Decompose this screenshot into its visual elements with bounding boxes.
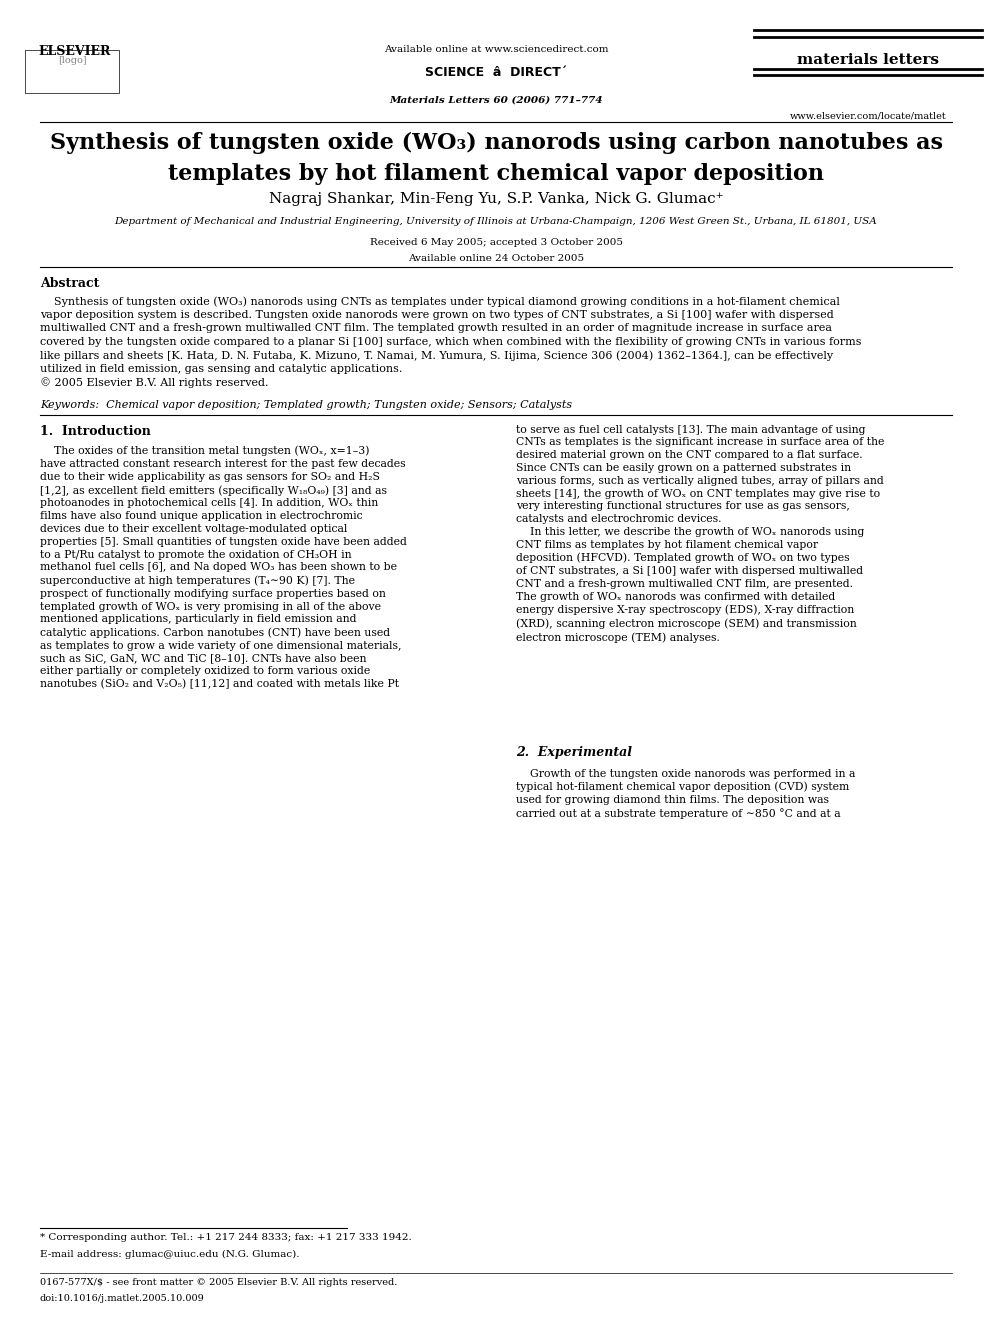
Text: Received 6 May 2005; accepted 3 October 2005: Received 6 May 2005; accepted 3 October … <box>369 238 623 247</box>
Text: materials letters: materials letters <box>797 53 939 67</box>
Text: SCIENCE  â  DIRECT´: SCIENCE â DIRECT´ <box>425 66 567 79</box>
Text: Abstract: Abstract <box>40 277 99 290</box>
Text: Keywords:  Chemical vapor deposition; Templated growth; Tungsten oxide; Sensors;: Keywords: Chemical vapor deposition; Tem… <box>40 400 571 410</box>
Text: Growth of the tungsten oxide nanorods was performed in a
typical hot-filament ch: Growth of the tungsten oxide nanorods wa… <box>516 769 855 819</box>
Bar <box>25 50 119 93</box>
Text: www.elsevier.com/locate/matlet: www.elsevier.com/locate/matlet <box>790 111 946 120</box>
Text: Available online at www.sciencedirect.com: Available online at www.sciencedirect.co… <box>384 45 608 54</box>
Text: Available online 24 October 2005: Available online 24 October 2005 <box>408 254 584 263</box>
Text: Synthesis of tungsten oxide (WO₃) nanorods using carbon nanotubes as: Synthesis of tungsten oxide (WO₃) nanoro… <box>50 132 942 155</box>
Text: 2.  Experimental: 2. Experimental <box>516 746 632 759</box>
Text: Synthesis of tungsten oxide (WO₃) nanorods using CNTs as templates under typical: Synthesis of tungsten oxide (WO₃) nanoro… <box>40 296 861 388</box>
Text: [logo]: [logo] <box>59 56 86 65</box>
Text: 1.  Introduction: 1. Introduction <box>40 425 151 438</box>
Text: templates by hot filament chemical vapor deposition: templates by hot filament chemical vapor… <box>168 163 824 185</box>
Text: E-mail address: glumac@uiuc.edu (N.G. Glumac).: E-mail address: glumac@uiuc.edu (N.G. Gl… <box>40 1250 300 1259</box>
Text: 0167-577X/$ - see front matter © 2005 Elsevier B.V. All rights reserved.: 0167-577X/$ - see front matter © 2005 El… <box>40 1278 397 1287</box>
Text: Nagraj Shankar, Min-Feng Yu, S.P. Vanka, Nick G. Glumac⁺: Nagraj Shankar, Min-Feng Yu, S.P. Vanka,… <box>269 192 723 206</box>
Text: Materials Letters 60 (2006) 771–774: Materials Letters 60 (2006) 771–774 <box>389 95 603 105</box>
Text: The oxides of the transition metal tungsten (WOₓ, x=1–3)
have attracted constant: The oxides of the transition metal tungs… <box>40 446 407 689</box>
Text: * Corresponding author. Tel.: +1 217 244 8333; fax: +1 217 333 1942.: * Corresponding author. Tel.: +1 217 244… <box>40 1233 412 1242</box>
Text: Department of Mechanical and Industrial Engineering, University of Illinois at U: Department of Mechanical and Industrial … <box>115 217 877 226</box>
Text: to serve as fuel cell catalysts [13]. The main advantage of using
CNTs as templa: to serve as fuel cell catalysts [13]. Th… <box>516 425 884 643</box>
Text: doi:10.1016/j.matlet.2005.10.009: doi:10.1016/j.matlet.2005.10.009 <box>40 1294 204 1303</box>
Text: ELSEVIER: ELSEVIER <box>39 45 110 58</box>
